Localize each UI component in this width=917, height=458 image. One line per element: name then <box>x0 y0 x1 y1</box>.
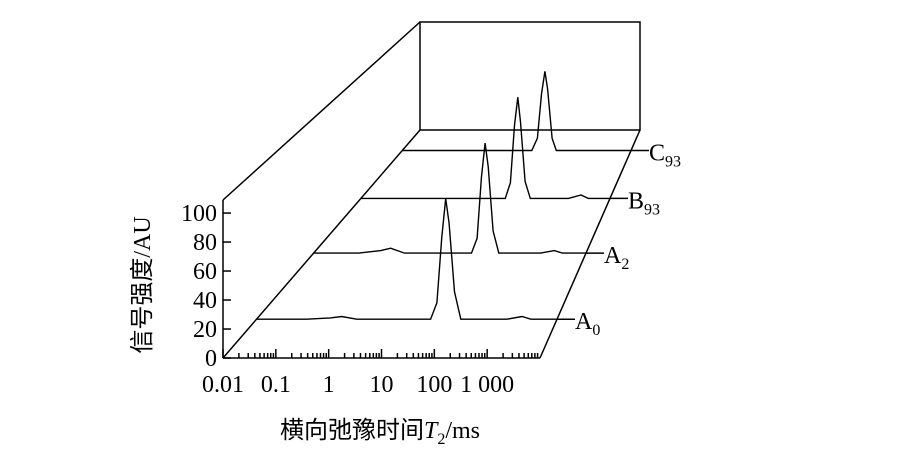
back-wall <box>419 21 641 131</box>
y-tick-label: 40 <box>193 288 217 314</box>
series-line <box>313 143 586 254</box>
series-line <box>402 71 631 152</box>
legend-label: A0 <box>575 309 600 339</box>
legend-label: C93 <box>649 141 681 171</box>
x-tick-label: 100 <box>416 372 452 398</box>
x-label-unit: /ms <box>445 418 480 444</box>
series-line <box>360 97 610 200</box>
legend-label: A2 <box>604 243 629 273</box>
x-tick-label: 1 000 <box>460 372 514 398</box>
x-tick-label: 1 <box>323 372 335 398</box>
y-tick-label: 20 <box>193 317 217 343</box>
legend-label: B93 <box>628 188 660 218</box>
x-label-text: 横向弛豫时间 <box>280 417 424 444</box>
x-tick-label: 0.1 <box>261 372 291 398</box>
axes-box <box>222 21 641 359</box>
box-edge <box>539 129 641 359</box>
y-tick-label: 100 <box>181 201 217 227</box>
x-tick-label: 0.01 <box>202 372 244 398</box>
x-label-var: T <box>424 418 439 444</box>
y-tick-label: 80 <box>193 230 217 256</box>
y-tick-label: 60 <box>193 259 217 285</box>
y-tick-label: 0 <box>205 346 217 372</box>
series-line <box>256 198 557 320</box>
x-label-sub: 2 <box>437 431 445 448</box>
x-tick-label: 10 <box>370 372 394 398</box>
box-edge <box>222 129 421 359</box>
box-edge <box>222 21 421 201</box>
y-axis-label: 信号强度/AU <box>129 216 156 353</box>
x-axis-label: 横向弛豫时间T2/ms <box>280 417 480 448</box>
